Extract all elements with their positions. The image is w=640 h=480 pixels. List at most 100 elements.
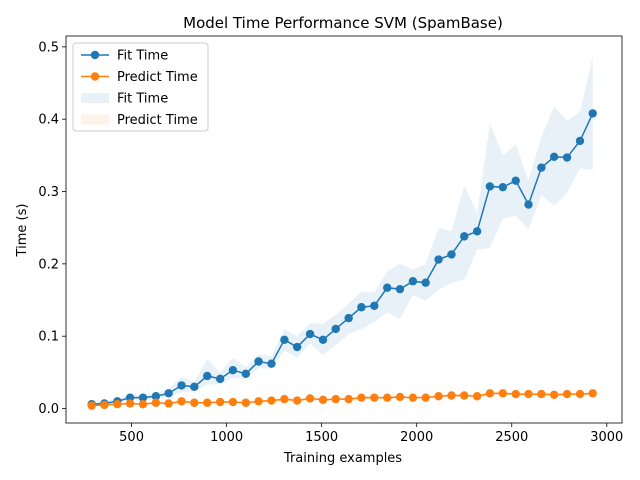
y-tick-label: 0.1 <box>38 330 59 345</box>
point-fit-time <box>408 277 418 286</box>
point-predict-time <box>472 392 482 401</box>
point-predict-time <box>383 393 392 402</box>
point-predict-time <box>460 391 469 400</box>
legend-item-predict-time-band-label: Predict Time <box>117 113 198 128</box>
legend-box <box>72 42 209 132</box>
point-predict-time <box>138 399 148 409</box>
point-fit-time <box>305 329 315 339</box>
point-fit-time <box>292 342 302 352</box>
point-fit-time <box>318 335 328 345</box>
y-tick-label: 0.5 <box>38 40 59 55</box>
point-fit-time <box>151 392 161 401</box>
x-tick-label: 2000 <box>400 430 433 445</box>
plot-area: 500 1000 1500 2000 2500 3000 0.0 0.1 0.2 0.3 0.4 0.… <box>38 35 623 445</box>
legend-item-predict-time-marker <box>90 72 100 81</box>
point-fit-time <box>228 365 238 375</box>
point-fit-time <box>549 152 559 161</box>
point-fit-time <box>370 301 379 311</box>
point-fit-time <box>267 359 276 368</box>
point-predict-time <box>370 393 379 402</box>
legend-item-fit-time-label: Fit Time <box>117 49 168 64</box>
point-predict-time <box>524 389 533 399</box>
point-predict-time <box>344 394 353 404</box>
point-predict-time <box>190 398 199 407</box>
point-predict-time <box>434 392 443 401</box>
point-predict-time <box>87 401 96 410</box>
legend-item-fit-time-marker <box>90 50 100 60</box>
point-fit-time <box>125 393 135 402</box>
x-tick-label: 1500 <box>305 430 338 445</box>
point-predict-time <box>447 391 456 400</box>
legend-item-fit-time-band-label: Fit Time <box>117 92 168 107</box>
point-fit-time <box>383 283 392 292</box>
point-fit-time <box>447 250 456 259</box>
y-tick-label: 0.4 <box>38 113 59 128</box>
point-fit-time <box>215 374 225 384</box>
point-predict-time <box>254 397 263 406</box>
point-predict-time <box>241 398 251 407</box>
point-fit-time <box>575 136 585 146</box>
legend-item-predict-time-label: Predict Time <box>117 70 198 85</box>
y-tick-label: 0.3 <box>38 185 59 200</box>
point-predict-time <box>575 389 585 399</box>
point-predict-time <box>151 398 161 407</box>
point-predict-time <box>215 397 225 407</box>
point-predict-time <box>177 397 186 406</box>
legend-item-fit-time-band-patch <box>81 93 109 103</box>
point-fit-time <box>485 182 495 191</box>
band-fit-time <box>91 56 593 406</box>
legend-item-predict-time-band-patch <box>81 114 109 125</box>
point-fit-time <box>498 182 508 192</box>
point-predict-time <box>113 399 122 409</box>
point-predict-time <box>280 394 289 404</box>
point-predict-time <box>549 390 559 399</box>
point-predict-time <box>203 398 212 407</box>
x-tick-label: 500 <box>119 430 144 445</box>
point-fit-time <box>190 382 199 392</box>
y-tick-label: 0.0 <box>38 402 59 417</box>
point-fit-time <box>472 227 482 236</box>
point-fit-time <box>537 163 546 172</box>
x-tick-label: 3000 <box>590 430 623 445</box>
point-fit-time <box>524 200 533 209</box>
point-predict-time <box>537 389 546 399</box>
point-fit-time <box>138 393 148 402</box>
point-fit-time <box>421 278 430 287</box>
x-tick-label: 1000 <box>210 430 243 445</box>
point-predict-time <box>421 393 430 402</box>
point-predict-time <box>498 389 508 398</box>
point-fit-time <box>280 335 289 345</box>
point-fit-time <box>588 109 597 118</box>
axes-frame <box>65 35 623 424</box>
point-fit-time <box>357 303 366 312</box>
point-fit-time <box>177 381 186 390</box>
point-predict-time <box>100 400 109 410</box>
line-predict-time <box>91 392 593 407</box>
point-predict-time <box>357 393 366 402</box>
point-predict-time <box>292 396 302 405</box>
point-predict-time <box>408 393 418 402</box>
point-predict-time <box>395 392 405 402</box>
point-fit-time <box>344 313 353 323</box>
point-fit-time <box>254 357 263 366</box>
point-fit-time <box>331 324 340 334</box>
chart-title: Model Time Performance SVM (SpamBase) <box>183 14 503 32</box>
point-fit-time <box>511 176 520 185</box>
y-tick-label: 0.2 <box>38 257 59 272</box>
point-predict-time <box>267 396 276 405</box>
point-predict-time <box>305 394 315 403</box>
point-predict-time <box>125 399 135 408</box>
point-predict-time <box>318 395 328 405</box>
point-fit-time <box>460 232 469 241</box>
point-fit-time <box>434 255 443 264</box>
point-predict-time <box>485 389 495 398</box>
point-fit-time <box>562 153 572 162</box>
point-predict-time <box>562 389 572 399</box>
point-fit-time <box>203 371 212 381</box>
point-fit-time <box>241 369 251 379</box>
point-predict-time <box>164 399 173 408</box>
point-predict-time <box>331 394 340 404</box>
point-fit-time <box>164 389 173 398</box>
point-predict-time <box>511 389 520 399</box>
